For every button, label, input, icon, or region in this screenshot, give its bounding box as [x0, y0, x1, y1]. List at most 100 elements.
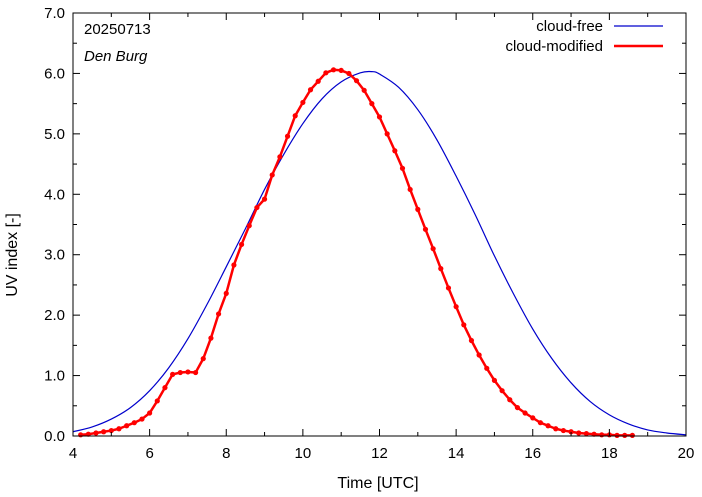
- legend-label-cloud-free: cloud-free: [536, 18, 603, 35]
- data-point-cloud-modified: [254, 204, 260, 211]
- x-tick-label: 10: [295, 445, 312, 462]
- data-point-cloud-modified: [177, 369, 183, 376]
- y-tick-label: 5.0: [44, 126, 65, 143]
- data-point-cloud-modified: [499, 388, 505, 394]
- data-point-cloud-modified: [415, 206, 421, 212]
- data-point-cloud-modified: [338, 67, 344, 74]
- data-point-cloud-modified: [300, 99, 306, 106]
- data-point-cloud-modified: [522, 410, 528, 416]
- y-tick-label: 3.0: [44, 247, 65, 264]
- data-point-cloud-modified: [208, 335, 214, 341]
- data-point-cloud-modified: [101, 429, 107, 435]
- data-point-cloud-modified: [445, 285, 452, 291]
- y-tick-label: 4.0: [44, 186, 65, 203]
- data-point-cloud-modified: [85, 431, 91, 437]
- x-axis-label: Time [UTC]: [337, 475, 418, 492]
- data-point-cloud-modified: [361, 87, 367, 93]
- data-point-cloud-modified: [269, 172, 275, 178]
- data-point-cloud-modified: [170, 371, 176, 377]
- data-point-cloud-modified: [193, 369, 199, 376]
- legend-label-cloud-modified: cloud-modified: [505, 38, 603, 55]
- data-point-cloud-modified: [346, 70, 352, 77]
- data-point-cloud-modified: [568, 429, 574, 435]
- data-point-cloud-modified: [223, 290, 229, 296]
- date-annotation: 20250713: [84, 21, 151, 38]
- data-point-cloud-modified: [461, 322, 467, 328]
- data-point-cloud-modified: [108, 427, 114, 434]
- data-point-cloud-modified: [407, 186, 413, 193]
- data-point-cloud-modified: [78, 432, 84, 438]
- data-point-cloud-modified: [124, 423, 130, 429]
- data-point-cloud-modified: [537, 420, 544, 426]
- data-point-cloud-modified: [583, 430, 589, 437]
- data-point-cloud-modified: [292, 113, 298, 119]
- y-tick-label: 7.0: [44, 5, 65, 22]
- data-point-cloud-modified: [200, 356, 206, 362]
- data-point-cloud-modified: [330, 67, 337, 73]
- data-point-cloud-modified: [231, 262, 237, 268]
- data-point-cloud-modified: [277, 154, 283, 160]
- x-tick-label: 14: [448, 445, 465, 462]
- data-point-cloud-modified: [315, 78, 321, 84]
- x-tick-label: 18: [601, 445, 618, 462]
- data-point-cloud-modified: [162, 385, 168, 391]
- data-point-cloud-modified: [284, 133, 291, 139]
- data-point-cloud-modified: [491, 377, 498, 384]
- data-point-cloud-modified: [422, 226, 429, 232]
- data-point-cloud-modified: [476, 352, 482, 358]
- data-point-cloud-modified: [576, 430, 582, 436]
- y-tick-label: 1.0: [44, 368, 65, 385]
- data-point-cloud-modified: [399, 165, 406, 171]
- data-point-cloud-modified: [622, 432, 628, 438]
- axis-ticks: 4 6 8 10 12 14 16 18 20 0.0 1.0 2.0 3.0 4.0 5.0 6.0 7.0: [44, 5, 694, 462]
- data-point-cloud-modified: [353, 78, 360, 84]
- data-point-cloud-modified: [238, 241, 245, 248]
- data-point-cloud-modified: [93, 430, 99, 436]
- data-point-cloud-modified: [116, 426, 122, 432]
- x-tick-label: 20: [678, 445, 695, 462]
- x-tick-label: 8: [222, 445, 230, 462]
- data-point-cloud-modified: [560, 427, 567, 434]
- data-point-cloud-modified: [369, 101, 375, 107]
- data-point-cloud-modified: [430, 246, 436, 252]
- x-tick-label: 6: [145, 445, 153, 462]
- data-point-cloud-modified: [185, 369, 191, 375]
- y-tick-label: 6.0: [44, 65, 65, 82]
- data-point-cloud-modified: [131, 420, 137, 426]
- data-point-cloud-modified: [392, 148, 398, 154]
- y-tick-label: 2.0: [44, 307, 65, 324]
- legend: cloud-free cloud-modified: [505, 18, 663, 55]
- data-point-cloud-modified: [261, 196, 268, 202]
- x-tick-label: 16: [524, 445, 541, 462]
- y-tick-label: 0.0: [44, 428, 65, 445]
- data-point-cloud-modified: [507, 397, 513, 403]
- data-point-cloud-modified: [323, 70, 329, 76]
- data-point-cloud-modified: [614, 432, 620, 438]
- data-point-cloud-modified: [530, 415, 536, 421]
- data-point-cloud-modified: [468, 337, 475, 344]
- data-point-cloud-modified: [453, 304, 459, 310]
- data-point-cloud-modified: [629, 432, 635, 438]
- data-point-cloud-modified: [553, 426, 559, 432]
- data-point-cloud-modified: [438, 266, 444, 272]
- data-point-cloud-modified: [154, 398, 160, 404]
- data-point-cloud-modified: [514, 404, 521, 411]
- data-point-cloud-modified: [599, 432, 605, 438]
- data-point-cloud-modified: [139, 416, 145, 422]
- data-point-cloud-modified: [545, 423, 551, 429]
- data-point-cloud-modified: [591, 431, 597, 437]
- data-point-cloud-modified: [384, 131, 390, 137]
- x-tick-label: 12: [371, 445, 388, 462]
- y-axis-label: UV index [-]: [4, 213, 21, 297]
- data-point-cloud-modified: [147, 410, 153, 416]
- data-point-cloud-modified: [376, 114, 383, 120]
- x-tick-label: 4: [69, 445, 77, 462]
- data-point-cloud-modified: [215, 311, 222, 317]
- series-line-cloud-free: [72, 70, 687, 436]
- station-annotation: Den Burg: [84, 48, 148, 65]
- data-point-cloud-modified: [484, 365, 490, 371]
- data-point-cloud-modified: [307, 87, 314, 93]
- data-point-cloud-modified: [246, 223, 252, 229]
